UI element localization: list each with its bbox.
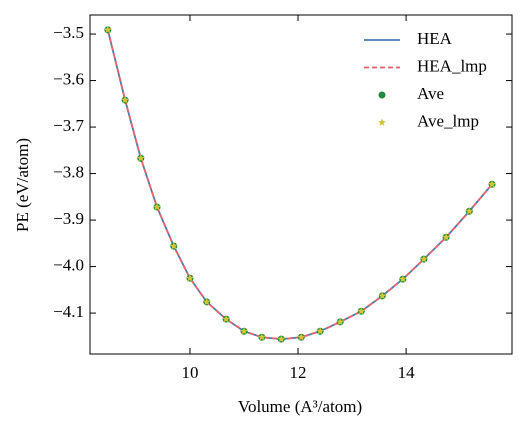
- point: [465, 207, 474, 215]
- y-tick-label: −4.0: [53, 255, 84, 274]
- point: [277, 335, 286, 343]
- line-dashed: [106, 29, 493, 341]
- point: [169, 242, 178, 250]
- point: [420, 255, 428, 263]
- y-tick-label: −3.7: [53, 116, 84, 135]
- point: [378, 291, 387, 300]
- legend-swatch: [378, 91, 386, 99]
- legend-swatch: [378, 118, 386, 126]
- point: [442, 233, 450, 241]
- x-tick-label: 14: [398, 363, 416, 382]
- y-axis-label: PE (eV/atom): [13, 138, 32, 232]
- point: [258, 333, 266, 341]
- legend-label: Ave_lmp: [417, 111, 479, 130]
- point: [222, 315, 230, 323]
- y-tick-label: −3.8: [53, 162, 84, 181]
- x-tick-label: 10: [181, 363, 198, 382]
- x-axis-label: Volume (A³/atom): [238, 397, 362, 416]
- point: [153, 203, 161, 211]
- point: [488, 180, 496, 188]
- y-tick-label: −4.1: [53, 302, 84, 321]
- point: [136, 154, 145, 162]
- legend-label: HEA: [417, 29, 453, 48]
- legend-label: HEA_lmp: [417, 56, 487, 75]
- legend-label: Ave: [417, 84, 444, 103]
- point: [399, 275, 407, 283]
- point: [121, 96, 129, 104]
- point: [104, 25, 112, 34]
- point: [186, 274, 194, 282]
- point: [357, 307, 366, 315]
- point: [202, 297, 211, 306]
- point: [297, 333, 306, 341]
- point: [316, 327, 324, 335]
- point: [240, 327, 248, 335]
- y-tick-label: −3.9: [53, 209, 84, 228]
- point: [336, 317, 344, 326]
- plot-frame: [89, 14, 513, 355]
- line-solid: [106, 29, 493, 341]
- y-tick-label: −3.6: [53, 69, 84, 88]
- x-tick-label: 12: [290, 363, 307, 382]
- y-tick-label: −3.5: [53, 23, 84, 42]
